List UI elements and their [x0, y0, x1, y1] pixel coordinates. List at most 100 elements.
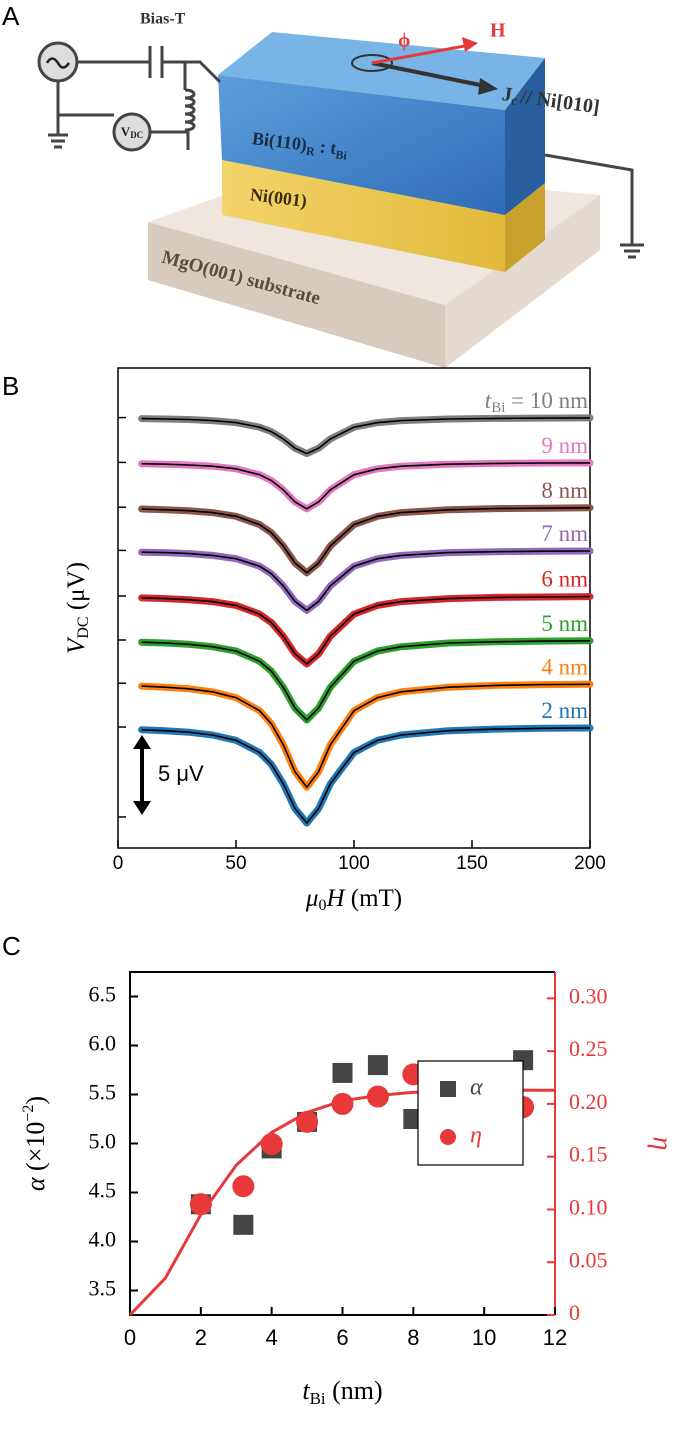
panel-label: C — [2, 931, 21, 961]
y2-tick-label: 0.15 — [569, 1142, 608, 1167]
ni-front — [222, 160, 505, 272]
wire — [58, 62, 190, 150]
field-label: H — [490, 20, 506, 42]
arrow-head — [133, 801, 151, 816]
text-part: 4 nm — [541, 655, 588, 680]
text-part: 0 — [318, 897, 326, 914]
text-part: (mT) — [345, 885, 403, 912]
fit-line — [141, 595, 591, 666]
fit-line — [141, 507, 591, 574]
text-part: : t — [314, 136, 337, 158]
text-part: Bi — [335, 147, 349, 162]
text-part: J — [501, 83, 514, 106]
x-tick-label: 4 — [266, 1325, 278, 1350]
panel-label: B — [2, 371, 19, 401]
text-part: 9 nm — [541, 433, 588, 458]
text-part: DC — [75, 616, 92, 638]
text-part: (nm) — [326, 1376, 383, 1405]
series-label: 2 nm — [541, 698, 588, 723]
data-line — [138, 414, 594, 458]
series-label: 8 nm — [541, 478, 588, 503]
text-part: H — [325, 885, 346, 912]
arrow-head — [478, 78, 498, 95]
square-marker — [332, 1062, 353, 1083]
text-part: (μV) — [63, 562, 90, 616]
fit-line — [141, 683, 591, 789]
y2-tick-label: 0.10 — [569, 1195, 608, 1220]
text-part: 8 nm — [541, 478, 588, 503]
bi-side — [505, 58, 545, 215]
circle-marker — [366, 1085, 389, 1108]
y-axis-label: α (×10−2) — [20, 1096, 50, 1191]
text-part: DC — [130, 130, 143, 140]
phi-label: ϕ — [398, 30, 410, 52]
data-line — [138, 459, 594, 513]
fit-line — [141, 727, 591, 825]
ground — [544, 153, 644, 259]
y-tick-label: 4.5 — [89, 1178, 117, 1203]
text-part: R — [305, 143, 316, 158]
y-tick-label: 6.0 — [89, 1031, 117, 1056]
fit-line — [141, 417, 591, 455]
text-part: 6 nm — [541, 567, 588, 592]
text-part: 7 nm — [541, 521, 588, 546]
device-schematic: A Bias-T VDC Bi(110)R : tBi Ni(001) MgO(… — [2, 1, 644, 368]
x-tick-label: 50 — [225, 853, 246, 874]
y-tick-label: 3.5 — [89, 1276, 117, 1301]
data-line — [138, 724, 594, 827]
y2-tick-label: 0.30 — [569, 983, 608, 1008]
y2-tick-label: 0.05 — [569, 1247, 608, 1272]
text-part: Bi — [310, 1389, 326, 1408]
vdc-label: VDC — [121, 124, 143, 140]
current-arrow — [371, 61, 491, 89]
x-tick-label: 100 — [338, 853, 370, 874]
y2-axis-label: η — [647, 1137, 678, 1151]
x-tick-label: 0 — [113, 853, 124, 874]
x-tick-label: 2 — [195, 1325, 207, 1350]
legend-marker — [440, 1129, 456, 1145]
text-part: μ — [305, 885, 319, 912]
x-tick-label: 150 — [456, 853, 488, 874]
x-axis-label: tBi (nm) — [302, 1376, 382, 1408]
fit-line — [141, 550, 591, 612]
text-part: c — [510, 92, 518, 108]
x-tick-label: 0 — [124, 1325, 136, 1350]
wire — [78, 60, 222, 84]
text-part: ) — [21, 1096, 50, 1105]
text-part: α — [21, 1176, 50, 1191]
text-part: 5 nm — [541, 611, 588, 636]
y2-tick-label: 0.20 — [569, 1089, 608, 1114]
circle-marker — [331, 1092, 354, 1115]
substrate-side — [445, 195, 600, 368]
circle-marker — [260, 1133, 283, 1156]
y-axis-label: VDC (μV) — [63, 562, 92, 654]
arrow-head — [133, 735, 151, 750]
text-part: V — [63, 636, 90, 654]
series-label: 7 nm — [541, 521, 588, 546]
x-tick-label: 8 — [407, 1325, 419, 1350]
circle-marker — [189, 1193, 212, 1216]
square-marker — [367, 1055, 388, 1076]
x-tick-label: 10 — [472, 1325, 496, 1350]
dc-meter — [112, 112, 152, 152]
legend-label: η — [470, 1123, 482, 1149]
text-part: Bi — [491, 400, 505, 416]
fit-line — [141, 462, 591, 510]
circle-marker — [232, 1175, 255, 1198]
bi-front — [218, 75, 505, 215]
coil — [184, 88, 196, 132]
text-part: t — [302, 1376, 310, 1405]
panel-label: A — [2, 1, 20, 31]
x-axis-label: μ0H (mT) — [305, 885, 402, 914]
bias-t-label: Bias-T — [140, 11, 186, 28]
y-tick-label: 5.5 — [89, 1080, 117, 1105]
substrate-front — [148, 222, 445, 368]
y-tick-label: 5.0 — [89, 1129, 117, 1154]
x-tick-label: 12 — [543, 1325, 567, 1350]
y2-tick-label: 0.25 — [569, 1036, 608, 1061]
text-part: t — [485, 388, 492, 413]
series-label: 9 nm — [541, 433, 588, 458]
ground — [48, 82, 68, 149]
x-tick-label: 200 — [574, 853, 606, 874]
